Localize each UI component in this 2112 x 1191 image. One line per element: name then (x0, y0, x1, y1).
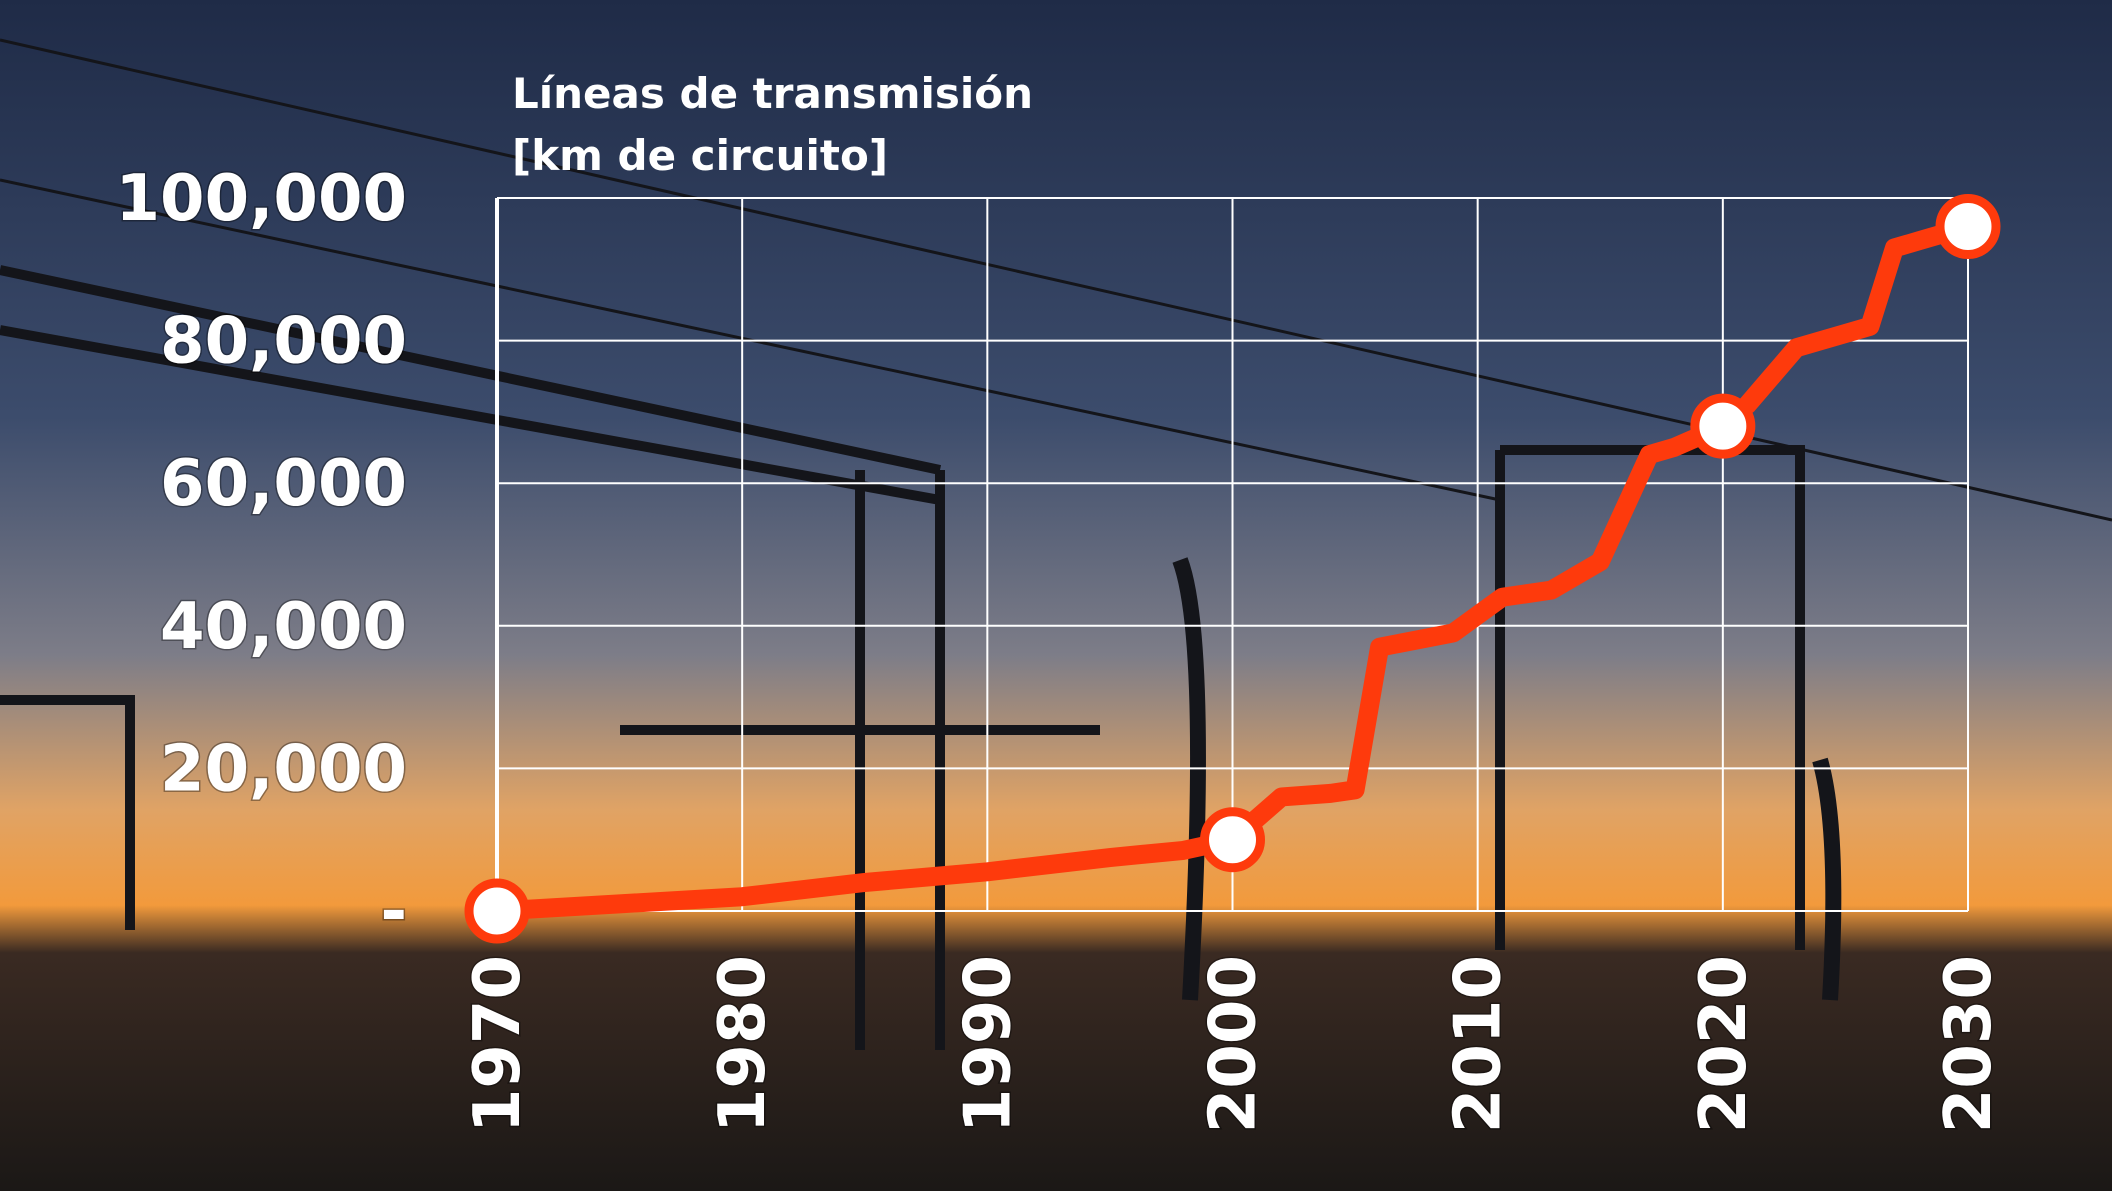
data-marker (1695, 398, 1751, 454)
x-tick-label: 2000 (1197, 955, 1271, 1133)
y-tick-label: 40,000 (160, 590, 407, 664)
y-tick-label: 100,000 (116, 162, 408, 236)
x-tick-label: 1990 (951, 955, 1025, 1133)
data-marker (469, 883, 525, 939)
data-marker (1205, 812, 1261, 868)
x-tick-label: 1980 (706, 955, 780, 1133)
y-tick-label: 60,000 (160, 447, 407, 521)
page: Líneas de transmisión [km de circuito] -… (0, 0, 2112, 1191)
y-tick-label: 80,000 (160, 305, 407, 379)
x-tick-label: 2020 (1687, 955, 1761, 1133)
chart: Líneas de transmisión [km de circuito] -… (0, 0, 2112, 1191)
data-marker (1940, 199, 1996, 255)
y-tick-label: - (380, 875, 407, 949)
chart-title: Líneas de transmisión (512, 69, 1033, 118)
y-tick-label: 20,000 (160, 732, 407, 806)
chart-subtitle: [km de circuito] (512, 131, 888, 180)
x-tick-label: 2010 (1442, 955, 1516, 1133)
x-tick-label: 1970 (461, 955, 535, 1133)
x-tick-label: 2030 (1932, 955, 2006, 1133)
